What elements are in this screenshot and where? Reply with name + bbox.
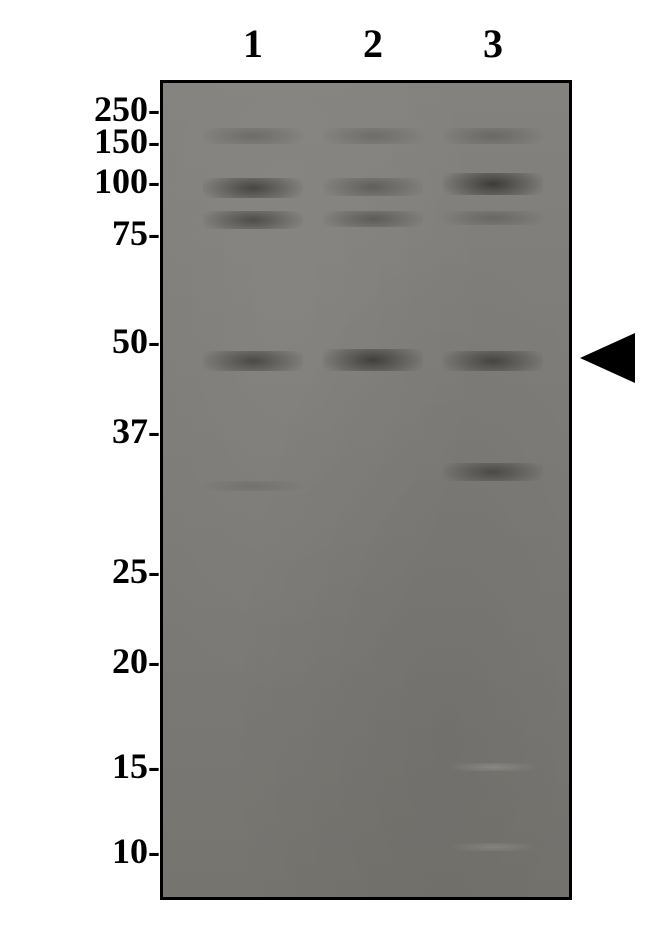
lane-label-2: 2 (363, 20, 383, 67)
band (323, 178, 423, 196)
band (443, 763, 543, 771)
lane-label-3: 3 (483, 20, 503, 67)
mw-label-25: 25- (112, 550, 160, 592)
band (203, 178, 303, 198)
band (203, 128, 303, 144)
band (443, 128, 543, 144)
mw-label-10: 10- (112, 830, 160, 872)
target-band-arrow-icon (580, 333, 635, 383)
band (443, 351, 543, 371)
band (443, 211, 543, 225)
band (443, 843, 543, 851)
mw-label-75: 75- (112, 212, 160, 254)
band (323, 211, 423, 227)
blot-membrane (160, 80, 572, 900)
band (203, 481, 303, 491)
mw-label-15: 15- (112, 745, 160, 787)
band (443, 463, 543, 481)
lane-label-1: 1 (243, 20, 263, 67)
band (323, 128, 423, 144)
band (203, 351, 303, 371)
mw-label-37: 37- (112, 410, 160, 452)
mw-label-50: 50- (112, 320, 160, 362)
band (203, 211, 303, 229)
band (323, 349, 423, 371)
mw-label-100: 100- (94, 160, 160, 202)
mw-label-150: 150- (94, 120, 160, 162)
mw-label-20: 20- (112, 640, 160, 682)
band (443, 173, 543, 195)
western-blot-figure: 1 2 3 250- 150- 100- 75- 50- 37- 25- 20-… (0, 0, 650, 939)
